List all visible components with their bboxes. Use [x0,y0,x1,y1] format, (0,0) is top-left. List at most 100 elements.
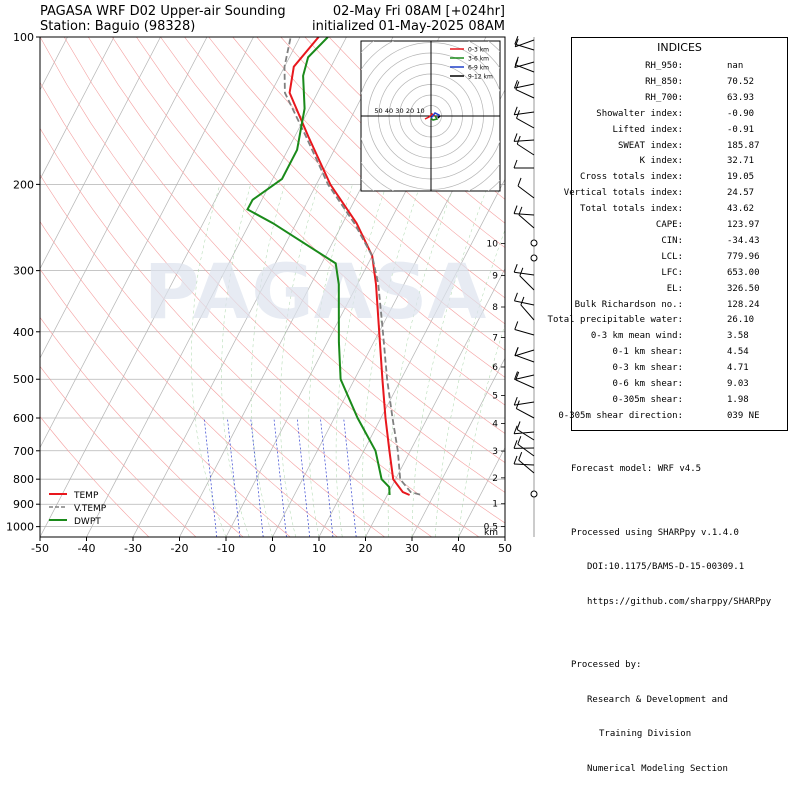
index-value: 9.03 [727,379,749,389]
index-row: EL:326.50 [572,284,787,298]
index-row: RH_700:63.93 [572,93,787,107]
index-row: RH_850:70.52 [572,77,787,91]
wind-barb-flag [515,57,518,65]
index-row: Cross totals index:19.05 [572,172,787,186]
height-tick-label: 8 [492,303,498,313]
wind-barb-shaft [519,460,534,473]
height-axis-label: km [484,528,498,538]
index-value: 26.10 [727,315,754,325]
index-value: 123.97 [727,220,760,230]
wind-barb-flag [520,268,523,276]
height-tick-label: 9 [492,272,498,282]
indices-title: INDICES [572,41,787,54]
index-row: Showalter index:-0.90 [572,109,787,123]
index-value: 70.52 [727,77,754,87]
hodograph-ring-label: 30 [395,107,403,115]
index-label: 0-3 km shear: [613,363,683,373]
index-value: 1.98 [727,395,749,405]
wind-barb-flag [514,133,517,141]
index-label: Showalter index: [596,109,683,119]
wind-barb-shaft [515,62,534,68]
index-row: 0-305m shear direction:039 NE [572,411,787,425]
index-row: SWEAT index:185.87 [572,141,787,155]
index-row: Bulk Richardson no.:128.24 [572,300,787,314]
x-tick-label: -50 [31,542,49,555]
index-label: 0-305m shear direction: [558,411,683,421]
watermark: PAGASA [144,247,486,336]
x-tick-label: -40 [78,542,96,555]
wind-barb-shaft [514,214,534,215]
index-label: Bulk Richardson no.: [575,300,683,310]
index-value: -34.43 [727,236,760,246]
wind-barb-shaft [515,40,534,47]
hodograph-legend-label: 9-12 km [468,74,493,81]
wind-barb-flag [514,456,517,464]
wind-barb-shaft [520,276,534,290]
moist-adiabat [191,184,226,537]
wind-barb-shaft [515,44,534,50]
index-label: 0-3 km mean wind: [591,331,683,341]
hodograph-ring-label: 40 [385,107,393,115]
index-label: Vertical totals index: [564,188,683,198]
index-row: RH_950:nan [572,61,787,75]
wind-barb-flag [514,397,517,405]
x-tick-label: -20 [171,542,189,555]
mixing-ratio-line [227,418,240,537]
index-value: 653.00 [727,268,760,278]
height-tick-label: 5 [492,392,498,402]
github-link[interactable]: https://github.com/sharppy/SHARPpy [571,597,796,609]
index-value: 19.05 [727,172,754,182]
hodograph-legend-label: 0-3 km [468,47,489,54]
doi-text: DOI:10.1175/BAMS-D-15-00309.1 [571,562,796,574]
index-value: 779.96 [727,252,760,262]
y-tick-label: 300 [13,265,34,278]
processed-by-text: Processed by: [571,660,796,672]
wind-barb-shaft [514,272,534,275]
moist-adiabat [251,184,285,537]
wind-barb-flag [517,421,520,429]
x-tick-label: -30 [124,542,142,555]
moist-adiabat [412,184,488,537]
height-tick-label: 2 [492,474,498,484]
hodograph-ring-label: 10 [416,107,424,115]
wind-barb-flag [514,440,517,448]
y-tick-label: 200 [13,178,34,191]
hodograph-legend-label: 3-6 km [468,56,489,63]
moist-adiabat [309,184,353,537]
index-label: LCL: [661,252,683,262]
wind-barb-shaft [516,90,534,98]
index-value: 43.62 [727,204,754,214]
wind-barb-flag [514,264,517,272]
index-row: Vertical totals index:24.57 [572,188,787,202]
wind-barb-shaft [518,186,534,198]
index-value: 63.93 [727,93,754,103]
wind-barb-shaft [514,140,534,141]
calm-wind-circle [531,491,537,497]
height-tick-label: 4 [492,420,498,430]
hodograph-ring-label: 20 [406,107,414,115]
height-tick-label: 6 [492,363,498,373]
height-tick-label: 1 [492,500,498,510]
index-label: K index: [640,156,683,166]
y-tick-label: 500 [13,373,34,386]
y-tick-label: 900 [13,498,34,511]
wind-barb-flag [514,293,517,301]
index-row: LCL: 779.96 [572,252,787,266]
x-tick-label: 30 [405,542,419,555]
dry-adiabat [0,37,149,537]
moist-adiabat [222,184,251,537]
x-tick-label: 40 [452,542,466,555]
index-row: LFC:653.00 [572,268,787,282]
index-value: 24.57 [727,188,754,198]
index-label: 0-6 km shear: [613,379,683,389]
wind-barb-shaft [515,355,534,362]
wind-barb-flag [514,426,517,434]
index-value: 039 NE [727,411,760,421]
index-value: 4.71 [727,363,749,373]
legend-label: DWPT [74,517,101,527]
index-label: CAPE: [656,220,683,230]
index-row: Total precipitable water:26.10 [572,315,787,329]
calm-wind-circle [531,255,537,261]
wind-barb-flag [519,452,522,460]
